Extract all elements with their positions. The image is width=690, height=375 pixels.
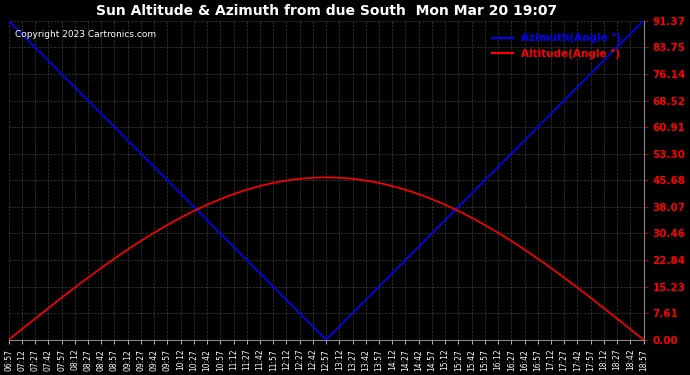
- Text: Copyright 2023 Cartronics.com: Copyright 2023 Cartronics.com: [15, 30, 156, 39]
- Legend: Azimuth(Angle °), Altitude(Angle °): Azimuth(Angle °), Altitude(Angle °): [488, 29, 626, 63]
- Title: Sun Altitude & Azimuth from due South  Mon Mar 20 19:07: Sun Altitude & Azimuth from due South Mo…: [95, 4, 557, 18]
